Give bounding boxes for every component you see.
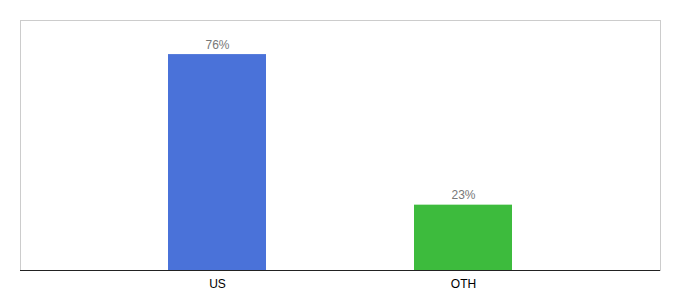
svg-text:US: US (209, 277, 226, 291)
svg-text:23%: 23% (451, 188, 475, 202)
svg-text:OTH: OTH (451, 277, 476, 291)
svg-text:76%: 76% (205, 38, 229, 52)
